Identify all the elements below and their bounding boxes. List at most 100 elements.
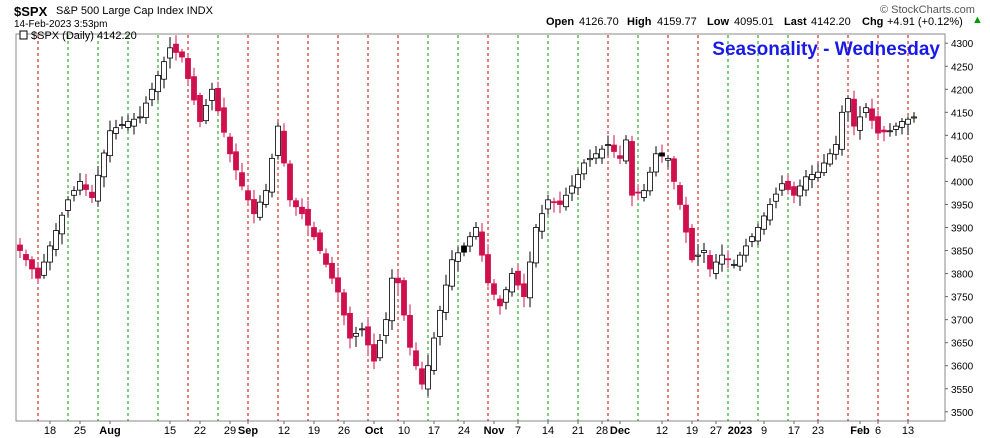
x-tick-label: 21 — [572, 425, 584, 437]
candle-body — [257, 201, 263, 218]
candle-body — [533, 227, 539, 264]
high-value: 4159.77 — [657, 16, 697, 28]
candle-body — [233, 151, 239, 171]
candle-body — [857, 116, 863, 131]
candle-body — [575, 174, 581, 189]
candle-body — [41, 261, 47, 276]
candle-body — [167, 47, 173, 59]
chart-title: Seasonality - Wednesday — [712, 39, 940, 60]
x-tick-label: Aug — [99, 425, 120, 437]
candle-body — [797, 185, 803, 197]
candle-body — [791, 186, 797, 196]
x-tick-label: 12 — [656, 425, 668, 437]
x-tick-label: 15 — [164, 425, 176, 437]
candle-body — [773, 193, 779, 202]
candle-body — [863, 107, 869, 113]
candle-body — [335, 277, 341, 293]
candle-body — [881, 129, 887, 133]
candle-body — [581, 162, 587, 175]
candle-body — [587, 157, 593, 161]
candle-body — [29, 259, 35, 270]
candle-body — [725, 258, 731, 261]
y-tick-label: 4200 — [951, 85, 974, 96]
x-tick-label: 29 — [224, 425, 236, 437]
candle-body — [779, 183, 785, 191]
candle-body — [179, 51, 185, 58]
x-tick-label: 2023 — [728, 425, 752, 437]
candle-body — [731, 263, 737, 266]
candle-body — [53, 230, 59, 250]
candle-body — [665, 157, 671, 161]
y-tick-label: 3700 — [951, 316, 974, 327]
candle-body — [809, 174, 815, 181]
candle-body — [443, 284, 449, 313]
candle-body — [803, 176, 809, 191]
candle-body — [893, 125, 899, 130]
candle-body — [137, 116, 143, 119]
candle-body — [347, 312, 353, 339]
candle-body — [299, 206, 305, 215]
y-tick-label: 3600 — [951, 362, 974, 373]
candle-body — [449, 259, 455, 287]
candle-body — [617, 155, 623, 159]
candle-body — [569, 185, 575, 194]
candle-body — [407, 314, 413, 348]
x-tick-label: 12 — [278, 425, 290, 437]
y-tick-label: 3950 — [951, 200, 974, 211]
x-tick-label: 24 — [458, 425, 470, 437]
candle-body — [539, 213, 545, 232]
y-tick-label: 4100 — [951, 131, 974, 142]
y-tick-label: 4000 — [951, 177, 974, 188]
candle-body — [875, 116, 881, 134]
candle-body — [749, 236, 755, 242]
quote-datetime: 14-Feb-2023 3:53pm — [14, 19, 108, 30]
candle-body — [185, 58, 191, 79]
candle-body — [143, 102, 149, 118]
candle-body — [401, 280, 407, 316]
candle-body — [95, 174, 101, 202]
candle-body — [281, 130, 287, 164]
last-value: 4142.20 — [811, 16, 851, 28]
candle-body — [293, 200, 299, 208]
candle-body — [527, 261, 533, 299]
candle-body — [845, 98, 851, 113]
chg-label: Chg — [862, 16, 884, 28]
candle-body — [485, 254, 491, 284]
candle-body — [425, 365, 431, 390]
candle-body — [203, 105, 209, 122]
candle-body — [263, 190, 269, 205]
candle-body — [107, 130, 113, 157]
y-tick-label: 3800 — [951, 270, 974, 281]
candle-body — [149, 88, 155, 101]
candle-body — [497, 298, 503, 307]
candle-body — [419, 368, 425, 385]
x-tick-label: 26 — [338, 425, 350, 437]
candle-body — [545, 199, 551, 210]
candle-body — [245, 190, 251, 201]
candle-body — [221, 107, 227, 133]
candle-body — [119, 124, 125, 127]
low-label: Low — [707, 16, 729, 28]
x-tick-label: 25 — [74, 425, 86, 437]
candle-body — [413, 350, 419, 367]
candle-body — [905, 118, 911, 125]
candle-body — [911, 116, 917, 119]
candle-body — [755, 227, 761, 242]
candle-body — [899, 121, 905, 128]
candle-body — [695, 254, 701, 257]
candle-body — [707, 255, 713, 270]
candle-body — [17, 244, 23, 251]
chg-value: +4.91 (+0.12%) — [887, 16, 963, 28]
candle-body — [737, 254, 743, 267]
candle-body — [521, 283, 527, 298]
chart-header: $SPX S&P 500 Large Cap Index INDX 14-Feb… — [0, 0, 990, 34]
candle-body — [287, 163, 293, 201]
y-tick-label: 4250 — [951, 62, 974, 73]
candle-body — [671, 158, 677, 182]
x-tick-label: 6 — [875, 425, 881, 437]
y-tick-label: 3500 — [951, 408, 974, 419]
candle-body — [869, 108, 875, 121]
x-tick-label: Nov — [484, 425, 506, 437]
candle-body — [317, 232, 323, 251]
